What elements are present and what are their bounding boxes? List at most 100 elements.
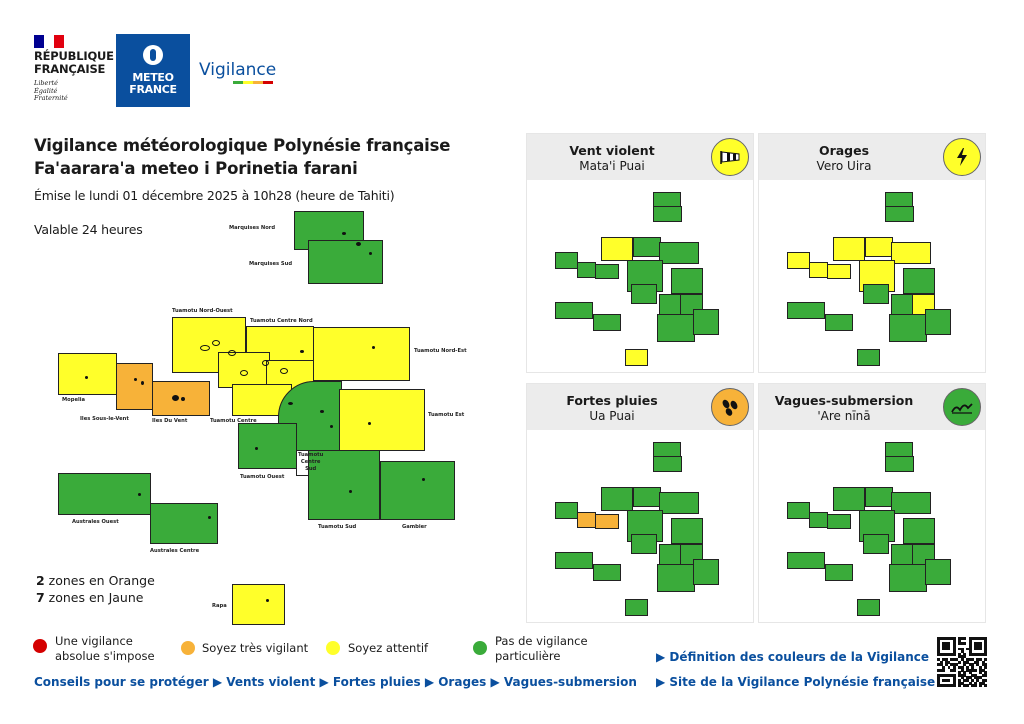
panel-subtitle: 'Are nīnā — [817, 409, 871, 423]
panel-orages[interactable]: Orages Vero Uira — [758, 133, 986, 373]
motto-liberte: Liberté — [34, 79, 58, 87]
minimap-zone — [857, 599, 880, 616]
main-vigilance-map: Marquises Nord Marquises Sud Tuamotu Nor… — [0, 0, 470, 640]
zone-tuamotu-est[interactable] — [339, 389, 425, 451]
minimap-zone — [671, 518, 703, 544]
minimap-zone — [863, 284, 889, 304]
minimap-zone — [657, 564, 695, 592]
link-conseils[interactable]: Conseils pour se protéger — [34, 675, 209, 689]
link-orages[interactable]: Orages — [438, 675, 487, 689]
issue-date: Émise le lundi 01 décembre 2025 à 10h28 … — [34, 188, 395, 203]
minimap-zone — [827, 264, 851, 279]
minimap-zone — [825, 314, 853, 331]
panel-title: Vent violent — [569, 143, 655, 158]
minimap-zone — [787, 252, 810, 269]
minimap-zone — [865, 237, 893, 257]
zone-australes-ouest[interactable] — [58, 473, 151, 515]
legend-green-dot — [473, 641, 487, 655]
link-pluies[interactable]: Fortes pluies — [332, 675, 421, 689]
minimap-zone — [593, 314, 621, 331]
label-gambier: Gambier — [402, 524, 427, 530]
minimap-zone — [809, 512, 828, 528]
label-iles-sous-le-vent: Iles Sous-le-Vent — [80, 416, 129, 422]
minimap-zone — [903, 518, 935, 544]
zone-tuamotu-nord-est[interactable] — [313, 327, 410, 381]
zone-marquises-sud[interactable] — [308, 240, 383, 284]
minimap-zone — [925, 559, 951, 585]
zone-gambier[interactable] — [380, 461, 455, 520]
zone-tuamotu-sud[interactable] — [308, 450, 380, 520]
minimap-zone — [659, 294, 681, 316]
panel-subtitle: Vero Uira — [816, 159, 872, 173]
link-site-row: ▶ Site de la Vigilance Polynésie françai… — [656, 675, 936, 689]
rf-name-line1: RÉPUBLIQUE — [34, 49, 114, 63]
minimap-zone — [891, 294, 913, 316]
label-tuamotu-nord-est: Tuamotu Nord-Est — [414, 348, 467, 354]
panel-subtitle: Mata'i Puai — [579, 159, 645, 173]
label-tuamotu-centre: Tuamotu Centre — [210, 418, 257, 424]
meteo-france-logo[interactable]: METEO FRANCE — [116, 34, 190, 107]
minimap-zone — [577, 512, 596, 528]
minimap-zone — [595, 264, 619, 279]
motto-egalite: Égalité — [34, 86, 58, 95]
zone-tuamotu-ouest[interactable] — [238, 423, 297, 469]
legend-green-text: Pas de vigilance particulière — [495, 634, 588, 663]
minimap-zone — [631, 284, 657, 304]
vigilance-logo: Vigilance — [199, 60, 277, 80]
minimap-zone — [857, 349, 880, 366]
mf-logo-line2: FRANCE — [129, 83, 177, 96]
legend-yellow-text: Soyez attentif — [348, 641, 429, 655]
minimap-zone — [693, 309, 719, 335]
minimap-zone — [889, 314, 927, 342]
minimap-zone — [633, 237, 661, 257]
legend-orange-text: Soyez très vigilant — [202, 641, 309, 655]
link-definition[interactable]: Définition des couleurs de la Vigilance — [669, 650, 930, 664]
panel-vent-violent[interactable]: Vent violent Mata'i Puai — [526, 133, 754, 373]
panel-title: Orages — [818, 143, 870, 158]
zone-iles-sous-le-vent[interactable] — [116, 363, 153, 410]
panel-vagues-submersion[interactable]: Vagues-submersion 'Are nīnā — [758, 383, 986, 623]
label-marquises-nord: Marquises Nord — [229, 225, 276, 231]
minimap-zone — [787, 552, 825, 569]
link-site[interactable]: Site de la Vigilance Polynésie française — [669, 675, 936, 689]
legend-red-text: Une vigilance absolue s'impose — [55, 634, 155, 663]
motto-fraternite: Fraternité — [34, 94, 68, 102]
minimap-zone — [787, 502, 810, 519]
republique-francaise-logo: RÉPUBLIQUE FRANÇAISE — [34, 50, 114, 76]
link-vagues[interactable]: Vagues-submersion — [503, 675, 637, 689]
zone-mopelia[interactable] — [58, 353, 117, 395]
bulletin-title-fr: Vigilance météorologique Polynésie franç… — [34, 136, 451, 155]
minimap-zone — [891, 544, 913, 566]
minimap-zone — [555, 252, 578, 269]
minimap-zone — [653, 206, 682, 222]
minimap-zone — [625, 599, 648, 616]
label-mopelia: Mopelia — [62, 397, 86, 403]
label-rapa: Rapa — [212, 603, 227, 609]
minimap-zone — [659, 242, 699, 264]
qr-code-icon[interactable] — [937, 637, 988, 688]
minimap-zone — [833, 487, 865, 511]
minimap-zone — [555, 552, 593, 569]
zone-rapa[interactable] — [232, 584, 285, 625]
panel-subtitle: Ua Puai — [589, 409, 635, 423]
panel-fortes-pluies[interactable]: Fortes pluies Ua Puai — [526, 383, 754, 623]
minimap-zone — [601, 487, 633, 511]
minimap-zone — [631, 534, 657, 554]
link-definition-row: ▶ Définition des couleurs de la Vigilanc… — [656, 650, 930, 664]
french-flag-icon — [34, 35, 64, 48]
label-tuamotu-nord-ouest: Tuamotu Nord-Ouest — [172, 308, 233, 314]
minimap-zone — [827, 514, 851, 529]
link-vents[interactable]: Vents violent — [226, 675, 316, 689]
minimap-zone — [555, 502, 578, 519]
bulletin-title-tahitian: Fa'aarara'a meteo i Porinetia farani — [34, 159, 358, 178]
minimap-zone — [903, 268, 935, 294]
label-tuamotu-ouest: Tuamotu Ouest — [240, 474, 285, 480]
minimap-zone — [653, 456, 682, 472]
rf-name-line2: FRANÇAISE — [34, 62, 106, 76]
links-row: Conseils pour se protéger ▶ Vents violen… — [34, 675, 637, 689]
legend-red-dot — [33, 639, 47, 653]
zone-australes-centre[interactable] — [150, 503, 218, 544]
minimap-zone — [671, 268, 703, 294]
minimap-zone — [891, 492, 931, 514]
minimap-zone — [833, 237, 865, 261]
